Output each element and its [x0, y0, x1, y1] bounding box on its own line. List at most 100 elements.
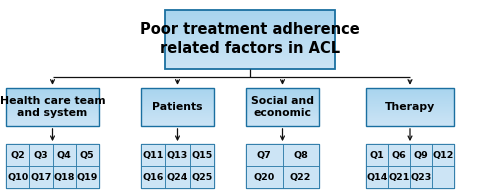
Polygon shape [142, 112, 214, 113]
Text: Q22: Q22 [290, 173, 312, 182]
Polygon shape [6, 106, 99, 107]
Polygon shape [165, 58, 335, 59]
Text: Q17: Q17 [30, 173, 52, 182]
Polygon shape [6, 111, 99, 112]
Polygon shape [165, 37, 335, 38]
Polygon shape [165, 12, 335, 13]
Polygon shape [246, 102, 319, 103]
Polygon shape [246, 109, 319, 110]
Polygon shape [165, 34, 335, 35]
Polygon shape [246, 99, 319, 100]
Polygon shape [6, 103, 99, 104]
Polygon shape [142, 98, 214, 99]
Text: Q13: Q13 [167, 151, 188, 160]
FancyBboxPatch shape [246, 166, 282, 188]
Polygon shape [6, 97, 99, 98]
Polygon shape [165, 63, 335, 64]
Polygon shape [165, 27, 335, 28]
Text: Q24: Q24 [167, 173, 188, 182]
Polygon shape [246, 119, 319, 120]
Polygon shape [142, 100, 214, 101]
Polygon shape [366, 97, 454, 98]
Polygon shape [142, 91, 214, 92]
Polygon shape [142, 95, 214, 96]
Polygon shape [246, 91, 319, 92]
Polygon shape [165, 39, 335, 40]
Polygon shape [366, 116, 454, 117]
Polygon shape [165, 30, 335, 31]
Polygon shape [142, 115, 214, 116]
Polygon shape [142, 105, 214, 106]
Polygon shape [246, 89, 319, 90]
FancyBboxPatch shape [282, 144, 319, 166]
Polygon shape [246, 88, 319, 89]
Polygon shape [366, 125, 454, 126]
Polygon shape [366, 109, 454, 110]
Polygon shape [142, 89, 214, 90]
Polygon shape [165, 45, 335, 46]
Polygon shape [165, 47, 335, 48]
Polygon shape [366, 106, 454, 107]
Polygon shape [366, 94, 454, 95]
Polygon shape [142, 123, 214, 124]
Polygon shape [366, 121, 454, 122]
Polygon shape [142, 111, 214, 112]
Polygon shape [6, 102, 99, 103]
Polygon shape [142, 114, 214, 115]
Polygon shape [165, 52, 335, 53]
Polygon shape [6, 96, 99, 97]
Polygon shape [366, 122, 454, 123]
Polygon shape [246, 123, 319, 124]
Polygon shape [165, 31, 335, 32]
Polygon shape [246, 95, 319, 96]
Polygon shape [142, 116, 214, 117]
Text: Q9: Q9 [414, 151, 428, 160]
Polygon shape [142, 103, 214, 104]
Polygon shape [366, 113, 454, 114]
Polygon shape [165, 67, 335, 68]
Polygon shape [246, 94, 319, 95]
Polygon shape [6, 94, 99, 95]
Polygon shape [6, 119, 99, 120]
Text: Q16: Q16 [142, 173, 164, 182]
Polygon shape [246, 101, 319, 102]
Polygon shape [366, 112, 454, 113]
Polygon shape [142, 88, 214, 89]
Polygon shape [6, 125, 99, 126]
Polygon shape [165, 68, 335, 69]
Polygon shape [6, 112, 99, 113]
Polygon shape [246, 114, 319, 115]
Text: Q25: Q25 [191, 173, 212, 182]
Polygon shape [165, 29, 335, 30]
Polygon shape [366, 120, 454, 121]
FancyBboxPatch shape [76, 166, 99, 188]
Polygon shape [142, 94, 214, 95]
Polygon shape [6, 117, 99, 118]
Polygon shape [366, 115, 454, 116]
Polygon shape [366, 99, 454, 100]
Polygon shape [246, 97, 319, 98]
Polygon shape [366, 114, 454, 115]
Polygon shape [165, 65, 335, 66]
Text: Q7: Q7 [257, 151, 272, 160]
FancyBboxPatch shape [6, 166, 30, 188]
Polygon shape [6, 109, 99, 110]
Text: Q3: Q3 [34, 151, 48, 160]
Polygon shape [366, 96, 454, 97]
Polygon shape [165, 13, 335, 14]
Polygon shape [142, 101, 214, 102]
Polygon shape [246, 104, 319, 105]
Polygon shape [142, 99, 214, 100]
Text: Q23: Q23 [410, 173, 432, 182]
Polygon shape [165, 59, 335, 60]
FancyBboxPatch shape [190, 166, 214, 188]
Polygon shape [142, 122, 214, 123]
Polygon shape [366, 107, 454, 108]
Polygon shape [6, 95, 99, 96]
Polygon shape [246, 113, 319, 114]
Text: Q5: Q5 [80, 151, 94, 160]
Polygon shape [165, 55, 335, 56]
Polygon shape [165, 11, 335, 12]
Polygon shape [6, 88, 99, 89]
Polygon shape [366, 91, 454, 92]
